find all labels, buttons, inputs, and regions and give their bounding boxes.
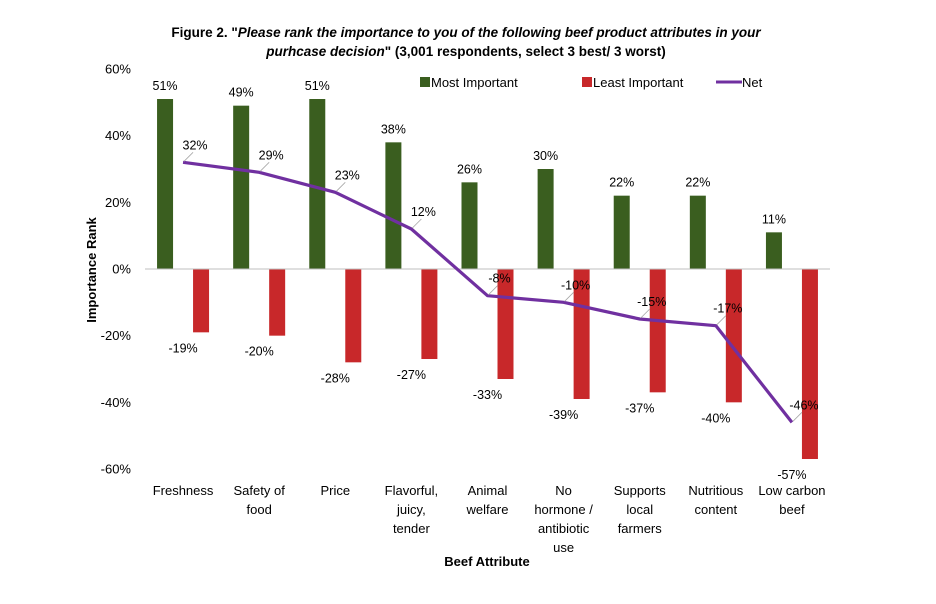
data-labels: 51% 49% 51% 38% 26% 30% 22% 22% 11% -19% -20% -28% -… bbox=[153, 79, 819, 482]
net-label: 12% bbox=[411, 205, 436, 219]
legend: Most Important Least Important Net bbox=[420, 75, 763, 90]
y-axis-title: Importance Rank bbox=[84, 216, 99, 322]
net-label: 32% bbox=[183, 138, 208, 152]
legend-label: Most Important bbox=[431, 75, 518, 90]
most-important-label: 51% bbox=[153, 79, 178, 93]
net-label: 29% bbox=[259, 148, 284, 162]
most-important-label: 26% bbox=[457, 162, 482, 176]
least-important-bar bbox=[193, 269, 210, 333]
net-leader-line bbox=[488, 285, 498, 295]
category-label: Safety of food bbox=[234, 483, 286, 517]
most-important-bar bbox=[613, 195, 630, 269]
most-important-bar bbox=[309, 99, 326, 269]
least-important-bars bbox=[193, 269, 818, 459]
least-important-bar bbox=[345, 269, 362, 363]
category-label: No hormone / antibiotic use bbox=[534, 483, 593, 555]
least-important-label: -28% bbox=[321, 371, 350, 385]
least-important-label: -27% bbox=[397, 368, 426, 382]
legend-label: Net bbox=[742, 75, 763, 90]
net-leader-line bbox=[792, 412, 803, 422]
chart-title-line-1: Figure 2. "Please rank the importance to… bbox=[171, 25, 761, 40]
least-important-bar bbox=[573, 269, 590, 399]
net-leader-line bbox=[640, 308, 651, 319]
chart-title-line-2: purhcase decision" (3,001 respondents, s… bbox=[265, 44, 666, 59]
most-important-bar bbox=[385, 142, 402, 269]
least-important-label: -40% bbox=[701, 411, 730, 425]
net-leader-line bbox=[716, 315, 727, 325]
most-important-label: 49% bbox=[229, 86, 254, 100]
category-label: Flavorful, juicy, tender bbox=[385, 483, 438, 536]
most-important-label: 11% bbox=[762, 212, 786, 226]
net-leader-line bbox=[412, 218, 422, 229]
legend-label: Least Important bbox=[593, 75, 684, 90]
net-label: -17% bbox=[713, 302, 742, 316]
least-important-label: -19% bbox=[168, 341, 197, 355]
net-leader-line bbox=[335, 182, 346, 192]
most-important-bar bbox=[157, 99, 174, 269]
x-axis-category-labels: Freshness Safety of food Price Flavorful, jui… bbox=[153, 483, 826, 555]
y-tick-label: -40% bbox=[101, 395, 132, 410]
y-tick-label: -60% bbox=[101, 462, 132, 477]
most-important-bar bbox=[537, 169, 554, 269]
category-label: Freshness bbox=[153, 483, 214, 498]
category-label: Low carbon beef bbox=[758, 483, 825, 517]
least-important-label: -37% bbox=[625, 401, 654, 415]
least-important-label: -33% bbox=[473, 388, 502, 402]
y-tick-label: 0% bbox=[112, 262, 131, 277]
y-tick-label: 20% bbox=[105, 195, 131, 210]
category-label: Supports local farmers bbox=[614, 483, 667, 536]
legend-swatch bbox=[420, 77, 430, 87]
net-label: 23% bbox=[335, 168, 360, 182]
least-important-bar bbox=[269, 269, 286, 336]
net-leader-line bbox=[564, 292, 574, 302]
net-leader-line bbox=[183, 152, 194, 162]
net-leader-line bbox=[259, 162, 270, 172]
most-important-bar bbox=[233, 105, 250, 270]
category-label: Price bbox=[320, 483, 350, 498]
least-important-bar bbox=[649, 269, 666, 393]
least-important-bar bbox=[421, 269, 438, 359]
most-important-label: 30% bbox=[533, 149, 558, 163]
net-label: -10% bbox=[561, 278, 590, 292]
most-important-label: 51% bbox=[305, 79, 330, 93]
category-label: Animal welfare bbox=[466, 483, 509, 517]
most-important-bar bbox=[689, 195, 706, 269]
net-line bbox=[182, 160, 794, 424]
y-tick-label: -20% bbox=[101, 328, 132, 343]
most-important-label: 22% bbox=[685, 176, 710, 190]
x-axis-title: Beef Attribute bbox=[444, 554, 529, 569]
least-important-bar bbox=[725, 269, 742, 403]
legend-swatch bbox=[582, 77, 592, 87]
y-tick-label: 40% bbox=[105, 128, 131, 143]
net-series bbox=[182, 152, 803, 424]
y-axis-ticks: 60% 40% 20% 0% -20% -40% -60% bbox=[101, 62, 132, 477]
net-label: -15% bbox=[637, 295, 666, 309]
most-important-bar bbox=[461, 182, 478, 269]
most-important-bars bbox=[157, 99, 782, 270]
least-important-label: -57% bbox=[777, 468, 806, 482]
category-label: Nutritious content bbox=[688, 483, 743, 517]
net-label: -46% bbox=[789, 398, 818, 412]
least-important-label: -39% bbox=[549, 408, 578, 422]
least-important-label: -20% bbox=[245, 345, 274, 359]
most-important-bar bbox=[765, 232, 782, 269]
least-important-bar bbox=[801, 269, 818, 459]
most-important-label: 38% bbox=[381, 122, 406, 136]
most-important-label: 22% bbox=[609, 176, 634, 190]
y-tick-label: 60% bbox=[105, 62, 131, 77]
net-label: -8% bbox=[488, 272, 510, 286]
